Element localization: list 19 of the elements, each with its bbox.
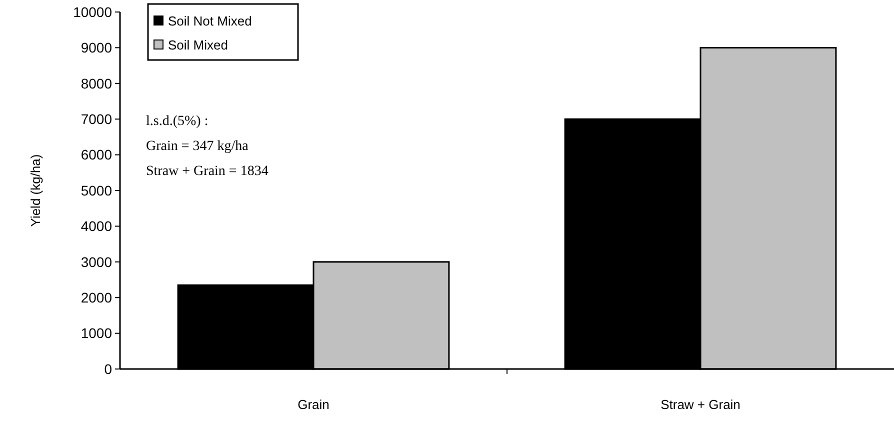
y-tick-label: 3000 bbox=[80, 254, 112, 270]
y-tick-label: 0 bbox=[104, 360, 112, 377]
legend-label: Soil Not Mixed bbox=[168, 14, 252, 29]
x-tick-label: Grain bbox=[298, 397, 330, 412]
y-tick-label: 1000 bbox=[80, 325, 112, 342]
y-tick-label: 10000 bbox=[73, 4, 112, 20]
y-tick-label: 8000 bbox=[80, 75, 112, 92]
x-tick-label: Straw + Grain bbox=[660, 397, 740, 412]
annotation: l.s.d.(5%) : bbox=[146, 114, 208, 129]
annotation: Straw + Grain = 1834 bbox=[146, 164, 268, 179]
annotation: Grain = 347 kg/ha bbox=[146, 139, 250, 154]
y-tick-label: 2000 bbox=[80, 290, 112, 306]
y-tick-label: 5000 bbox=[80, 182, 112, 198]
y-axis-title: Yield (kg/ha) bbox=[28, 154, 43, 227]
legend-label: Soil Mixed bbox=[168, 38, 228, 53]
y-tick-label: 7000 bbox=[80, 111, 112, 127]
y-tick-label: 9000 bbox=[80, 40, 112, 56]
y-tick-label: 6000 bbox=[80, 146, 112, 163]
y-tick-label: 4000 bbox=[80, 218, 112, 234]
